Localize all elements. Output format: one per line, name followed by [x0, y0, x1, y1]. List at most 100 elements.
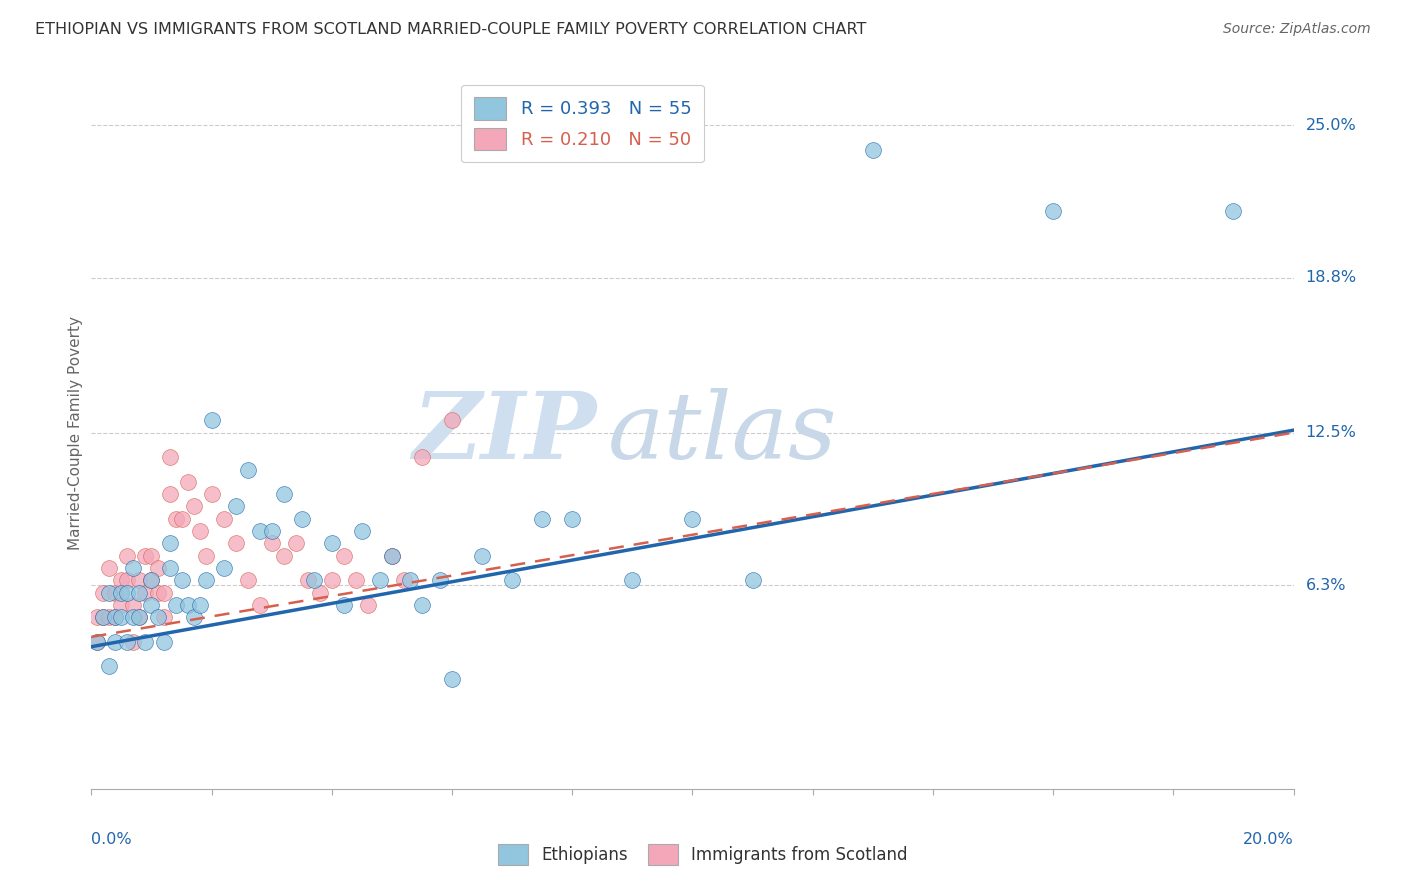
Point	[128, 574, 150, 588]
Point	[122, 634, 145, 648]
Point	[429, 574, 451, 588]
Point	[188, 598, 211, 612]
Point	[146, 561, 169, 575]
Point	[86, 634, 108, 648]
Point	[1042, 204, 1064, 219]
Text: 25.0%: 25.0%	[1306, 118, 1357, 133]
Point	[333, 549, 356, 563]
Point	[152, 610, 174, 624]
Point	[681, 512, 703, 526]
Point	[98, 659, 121, 673]
Point	[273, 487, 295, 501]
Point	[176, 598, 198, 612]
Point	[291, 512, 314, 526]
Point	[194, 549, 217, 563]
Point	[260, 524, 283, 538]
Point	[93, 610, 115, 624]
Point	[399, 574, 422, 588]
Text: 18.8%: 18.8%	[1306, 270, 1357, 285]
Point	[308, 585, 330, 599]
Point	[440, 672, 463, 686]
Point	[344, 574, 367, 588]
Point	[201, 487, 224, 501]
Point	[302, 574, 325, 588]
Point	[110, 585, 132, 599]
Point	[117, 634, 139, 648]
Point	[98, 610, 121, 624]
Point	[284, 536, 307, 550]
Point	[183, 500, 205, 514]
Point	[165, 598, 187, 612]
Point	[357, 598, 380, 612]
Text: 6.3%: 6.3%	[1306, 578, 1346, 592]
Point	[621, 574, 644, 588]
Point	[128, 610, 150, 624]
Point	[122, 561, 145, 575]
Point	[159, 561, 181, 575]
Point	[392, 574, 415, 588]
Point	[159, 536, 181, 550]
Point	[86, 634, 108, 648]
Point	[411, 450, 433, 465]
Point	[104, 585, 127, 599]
Point	[201, 413, 224, 427]
Point	[212, 512, 235, 526]
Point	[531, 512, 554, 526]
Point	[159, 487, 181, 501]
Point	[440, 413, 463, 427]
Point	[170, 512, 193, 526]
Point	[152, 634, 174, 648]
Point	[471, 549, 494, 563]
Point	[98, 585, 121, 599]
Point	[146, 585, 169, 599]
Point	[110, 610, 132, 624]
Point	[741, 574, 763, 588]
Point	[128, 585, 150, 599]
Point	[93, 585, 115, 599]
Legend: R = 0.393   N = 55, R = 0.210   N = 50: R = 0.393 N = 55, R = 0.210 N = 50	[461, 85, 704, 162]
Point	[249, 524, 271, 538]
Point	[98, 561, 121, 575]
Point	[134, 549, 156, 563]
Point	[110, 598, 132, 612]
Point	[104, 610, 127, 624]
Point	[134, 634, 156, 648]
Point	[297, 574, 319, 588]
Point	[134, 585, 156, 599]
Point	[561, 512, 583, 526]
Point	[117, 574, 139, 588]
Point	[159, 450, 181, 465]
Text: Source: ZipAtlas.com: Source: ZipAtlas.com	[1223, 22, 1371, 37]
Point	[128, 610, 150, 624]
Text: 0.0%: 0.0%	[91, 832, 132, 847]
Point	[146, 610, 169, 624]
Point	[183, 610, 205, 624]
Point	[411, 598, 433, 612]
Point	[225, 536, 247, 550]
Point	[122, 610, 145, 624]
Point	[368, 574, 391, 588]
Point	[117, 549, 139, 563]
Point	[350, 524, 373, 538]
Point	[176, 475, 198, 489]
Point	[212, 561, 235, 575]
Text: 20.0%: 20.0%	[1243, 832, 1294, 847]
Point	[249, 598, 271, 612]
Legend: Ethiopians, Immigrants from Scotland: Ethiopians, Immigrants from Scotland	[488, 834, 918, 875]
Point	[141, 598, 163, 612]
Point	[104, 610, 127, 624]
Point	[273, 549, 295, 563]
Point	[188, 524, 211, 538]
Point	[165, 512, 187, 526]
Point	[236, 574, 259, 588]
Point	[122, 598, 145, 612]
Point	[260, 536, 283, 550]
Text: 12.5%: 12.5%	[1306, 425, 1357, 440]
Point	[381, 549, 404, 563]
Point	[1222, 204, 1244, 219]
Point	[862, 143, 884, 157]
Point	[333, 598, 356, 612]
Point	[381, 549, 404, 563]
Point	[86, 610, 108, 624]
Point	[225, 500, 247, 514]
